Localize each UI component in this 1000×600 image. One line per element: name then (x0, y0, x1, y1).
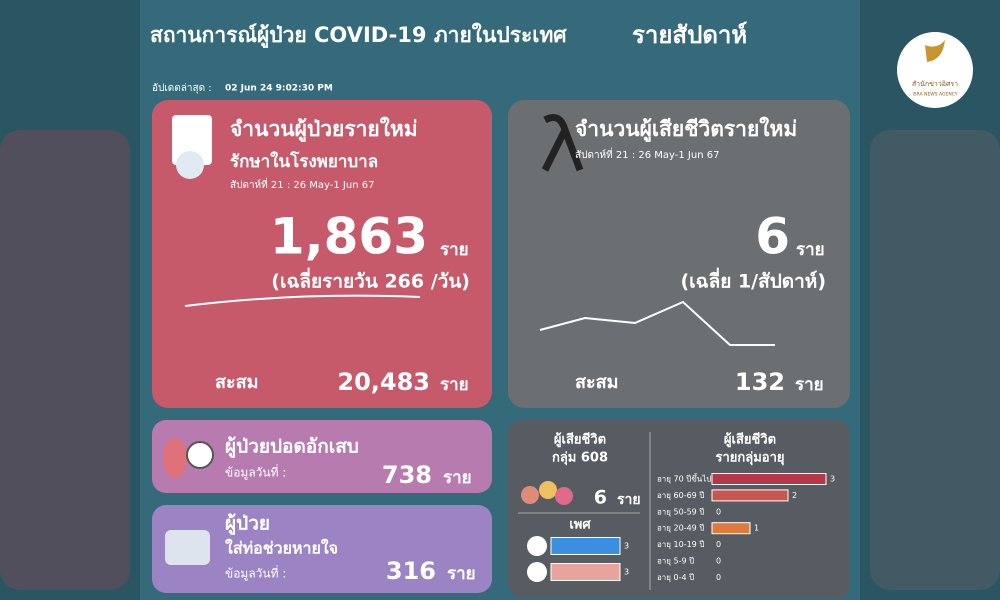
group-subtitle: กลุ่ม 608 (552, 451, 608, 466)
category-label: อายุ 60-69 ปี (657, 491, 704, 500)
people-icon (555, 487, 573, 505)
blurred-side (0, 130, 130, 590)
logo-sub: ISRA NEWS AGENCY (912, 92, 957, 98)
bar (550, 563, 621, 581)
card-title: จำนวนผู้เสียชีวิตรายใหม่ (575, 116, 797, 143)
card-title: ผู้ป่วยปอดอักเสบ (225, 436, 359, 459)
ribbon-icon (541, 114, 584, 172)
title: สถานการณ์ผู้ป่วย COVID-19 ภายในประเทศ (150, 22, 567, 49)
value-label: 1 (754, 524, 759, 533)
cumulative-label: สะสม (215, 372, 259, 393)
logo (897, 32, 973, 108)
group-value: 6 (594, 487, 607, 509)
category-label: อายุ 0-4 ปี (657, 573, 694, 582)
value-label: 0 (716, 573, 721, 582)
unit: ราย (795, 375, 824, 395)
new-cases-value: 1,863 (270, 208, 428, 266)
card-subtitle: รักษาในโรงพยาบาล (230, 151, 378, 172)
decor-line (184, 294, 421, 307)
logo-icon (925, 40, 945, 62)
cumulative-label: สะสม (575, 372, 619, 393)
logo-name: สำนักข่าวอิศรา (912, 80, 958, 88)
unit: ราย (440, 240, 469, 260)
bar (711, 473, 827, 485)
unit: ราย (447, 564, 476, 584)
gender-title: เพศ (569, 518, 591, 533)
category-label: อายุ 50-59 ปี (657, 507, 704, 516)
unit: ราย (796, 240, 825, 260)
icon (165, 530, 210, 565)
people-icon (521, 486, 539, 504)
icon (172, 115, 212, 165)
unit: ราย (443, 468, 472, 488)
ventilator-value: 316 (386, 557, 436, 585)
updated-value: 02 Jun 24 9:02:30 PM (225, 84, 333, 94)
average: (เฉลี่ย 1/สัปดาห์) (680, 268, 826, 293)
unit: ราย (440, 375, 469, 395)
card-title: ผู้ป่วย (225, 513, 270, 536)
card-title: จำนวนผู้ป่วยรายใหม่ (230, 116, 418, 143)
category-label: อายุ 10-19 ปี (657, 540, 704, 549)
people-icon (539, 481, 557, 499)
age-subtitle: รายกลุ่มอายุ (715, 451, 784, 466)
date-label: ข้อมูลวันที่ : (225, 464, 286, 481)
age-title: ผู้เสียชีวิต (724, 432, 776, 448)
card-week: สัปดาห์ที่ 21 : 26 May-1 Jun 67 (230, 177, 374, 191)
value-label: 0 (716, 540, 721, 549)
updated-label: อัปเดตล่าสุด : (152, 83, 212, 94)
title-suffix: รายสัปดาห์ (632, 21, 747, 49)
card-ventilator (152, 505, 492, 593)
average: (เฉลี่ยรายวัน 266 /วัน) (271, 268, 470, 293)
decor-line (539, 300, 775, 346)
card-deaths (508, 100, 850, 408)
unit: ราย (617, 492, 641, 508)
pneumonia-value: 738 (382, 461, 432, 489)
date-label: ข้อมูลวันที่ : (225, 565, 286, 582)
value-label: 0 (716, 557, 721, 566)
value-label: 3 (830, 475, 835, 484)
female-icon (527, 562, 547, 582)
card-new-cases (152, 100, 492, 408)
blurred-side (870, 130, 1000, 590)
deaths-value: 6 (755, 208, 790, 266)
lens-icon (186, 441, 214, 469)
group-title: ผู้เสียชีวิต (554, 432, 606, 448)
category-label: อายุ 20-49 ปี (657, 524, 704, 533)
icon (176, 151, 204, 179)
card-week: สัปดาห์ที่ 21 : 26 May-1 Jun 67 (575, 147, 719, 161)
lung-icon (163, 438, 187, 478)
value-label: 2 (792, 491, 797, 500)
bar (550, 537, 621, 555)
value-label: 0 (716, 507, 721, 516)
cumulative-value: 20,483 (337, 368, 430, 396)
cumulative-value: 132 (735, 368, 785, 396)
value-label: 3 (624, 568, 629, 577)
bar (711, 489, 789, 502)
bar (711, 522, 751, 535)
value-label: 3 (624, 542, 629, 551)
category-label: อายุ 5-9 ปี (657, 557, 694, 566)
category-label: อายุ 70 ปีขึ้นไป (657, 473, 711, 484)
card-pneumonia (152, 420, 492, 493)
card-subtitle: ใส่ท่อช่วยหายใจ (225, 539, 338, 558)
male-icon (527, 536, 547, 556)
